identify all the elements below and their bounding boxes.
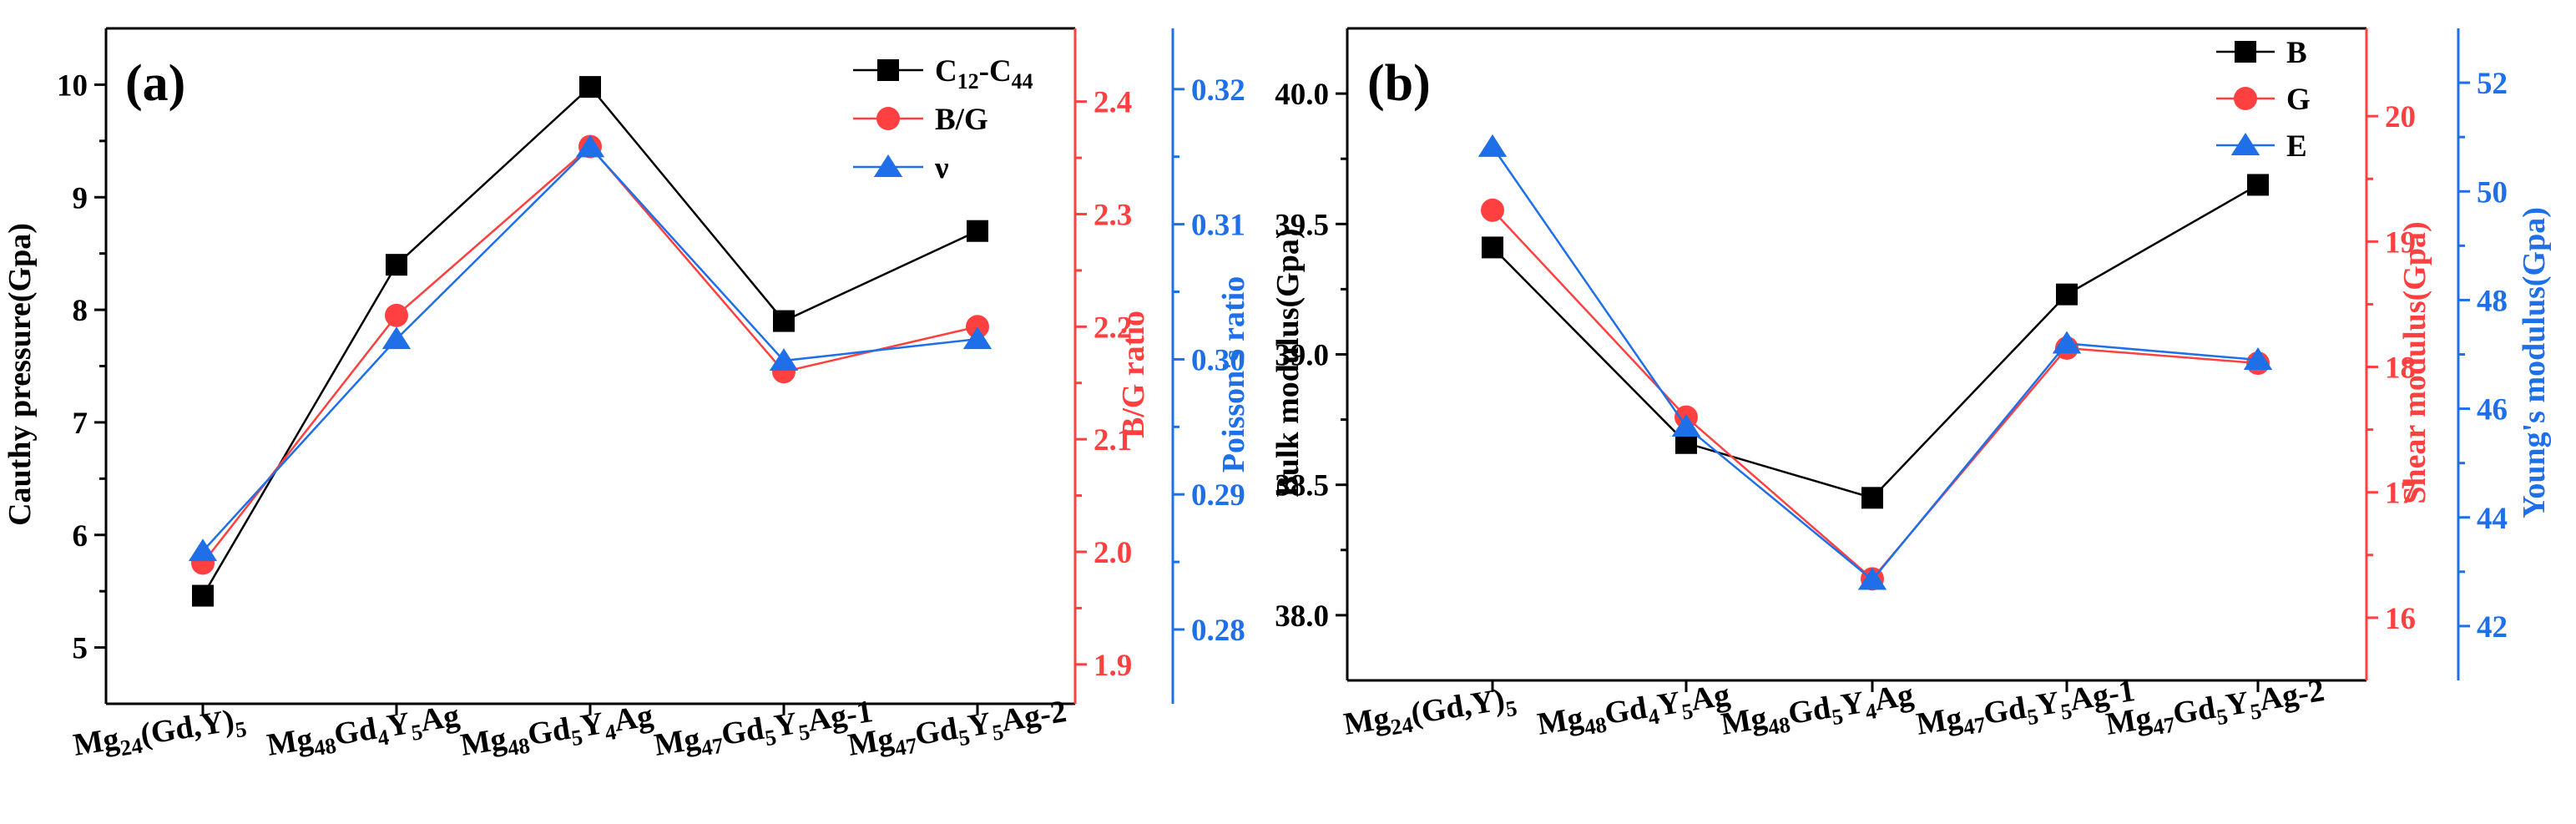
data-point-1-1 [192,584,214,607]
legend-label-2: B/G [935,103,988,137]
right1-y-axis-title: B/G ratio [1116,311,1151,438]
right1-y-tick-label-6: 2.4 [1094,86,1132,120]
data-point-1-2 [386,254,407,276]
right2-y-tick-label-5: 0.32 [1191,73,1245,108]
data-point-3-3 [575,134,605,158]
left-y-tick-label-5: 9 [73,181,88,215]
right2-y-tick-label-2: 0.29 [1191,478,1245,513]
legend-marker-3 [873,154,903,177]
data-point-1-3 [1861,487,1883,509]
right1-y-tick-label-2: 2.0 [1094,536,1132,570]
right2-y-tick-label-3: 0.30 [1191,343,1245,377]
data-point-3-4 [2052,331,2082,354]
legend-marker-3 [2230,133,2260,155]
data-point-3-1 [188,538,218,562]
left-y-tick-label-1: 5 [73,632,88,666]
right2-y-tick-label-4: 0.31 [1191,209,1245,243]
legend-marker-2 [2234,87,2257,110]
data-point-2-2 [385,303,408,327]
left-y-axis-title: Bulk modulus(Gpa) [1270,228,1306,497]
x-tick-label-4: Mg47Gd5Y5Ag-1 [1914,673,2139,747]
right2-y-tick-label-3: 46 [2477,393,2508,427]
panel-label: (b) [1367,55,1431,112]
right1-y-tick-label-2: 17 [2385,477,2416,511]
left-y-axis-title: Cauthy pressure(Gpa) [3,223,38,526]
right2-y-tick-label-5: 50 [2477,175,2508,210]
right2-y-tick-label-2: 44 [2477,502,2508,536]
right2-y-tick-label-1: 42 [2477,610,2508,645]
data-point-1-5 [967,220,988,242]
x-tick-label-2: Mg48Gd4Y5Ag [1535,677,1733,747]
legend-marker-2 [876,107,900,130]
chart-panel-2: Mg24(Gd,Y)5 Mg48Gd4Y5AgMg48Gd5Y4AgMg47Gd5… [1270,27,2552,747]
data-point-3-3 [1857,567,1887,590]
data-point-1-1 [1482,236,1503,259]
right2-y-tick-label-1: 0.28 [1191,614,1245,648]
x-tick-label-3: Mg48Gd5Y4Ag [458,698,656,768]
right1-y-axis-title: Shear modulus(Gpa) [2397,221,2432,503]
right1-y-tick-label-3: 2.1 [1094,423,1132,457]
right1-y-tick-label-5: 2.3 [1094,198,1132,232]
x-tick-label-3: Mg48Gd5Y4Ag [1719,677,1917,747]
x-tick-label-5: Mg47Gd5Y5Ag-2 [2104,673,2328,747]
right1-y-tick-label-4: 19 [2385,225,2416,260]
data-point-3-4 [769,348,799,371]
series-line-B/G [202,144,978,564]
left-y-tick-label-2: 6 [73,519,88,554]
right1-y-tick-label-5: 20 [2385,100,2416,134]
data-point-3-2 [1671,414,1701,437]
x-tick-label-1: Mg24(Gd,Y)5 [1341,680,1519,747]
right2-y-tick-label-6: 52 [2477,67,2508,101]
series-line-C12-C44 [201,85,978,597]
legend-label-3: ν [934,151,949,185]
legend-label-2: G [2286,83,2311,117]
legend-label-3: E [2286,129,2307,164]
left-y-tick-label-4: 8 [73,294,88,328]
x-tick-label-1: Mg24(Gd,Y)5 [71,701,249,768]
right2-y-axis-title: Young's modulus(Gpa) [2517,207,2552,518]
legend-label-1: B [2286,36,2307,70]
left-y-tick-label-3: 7 [73,407,88,441]
left-y-tick-label-4: 39.5 [1275,208,1329,242]
left-y-tick-label-3: 39.0 [1275,339,1329,373]
right1-y-tick-label-1: 16 [2385,602,2416,636]
data-point-3-5 [962,326,993,350]
data-point-2-1 [1481,198,1504,222]
chart-panel-1: Mg24(Gd,Y)5 Mg48Gd4Y5AgMg48Gd5Y4AgMg47Gd5… [3,27,1251,768]
data-point-1-4 [2056,283,2078,306]
data-point-1-5 [2247,174,2269,196]
right2-y-tick-label-4: 48 [2477,284,2508,318]
right1-y-tick-label-3: 18 [2385,351,2416,386]
legend-marker-1 [877,59,899,81]
series-line-G [1492,209,2259,581]
legend-marker-1 [2235,41,2256,63]
data-point-3-5 [2243,347,2273,370]
right1-y-tick-label-1: 1.9 [1094,649,1132,683]
data-point-3-2 [381,326,412,350]
panel-label: (a) [125,55,185,112]
data-point-1-4 [773,310,795,332]
left-y-tick-label-6: 10 [57,68,88,103]
legend-label-1: C12-C44 [935,54,1033,94]
right1-y-tick-label-4: 2.2 [1094,311,1132,345]
right2-y-axis-title: Poisson's ratio [1216,276,1251,473]
series-line-B [1492,184,2259,499]
data-point-1-3 [579,76,601,99]
left-y-tick-label-5: 40.0 [1275,78,1329,112]
x-tick-label-2: Mg48Gd4Y5Ag [265,698,462,768]
data-point-3-1 [1477,134,1508,157]
series-line-ν [202,145,978,553]
left-y-tick-label-1: 38.0 [1275,599,1329,634]
left-y-tick-label-2: 38.5 [1275,469,1329,503]
